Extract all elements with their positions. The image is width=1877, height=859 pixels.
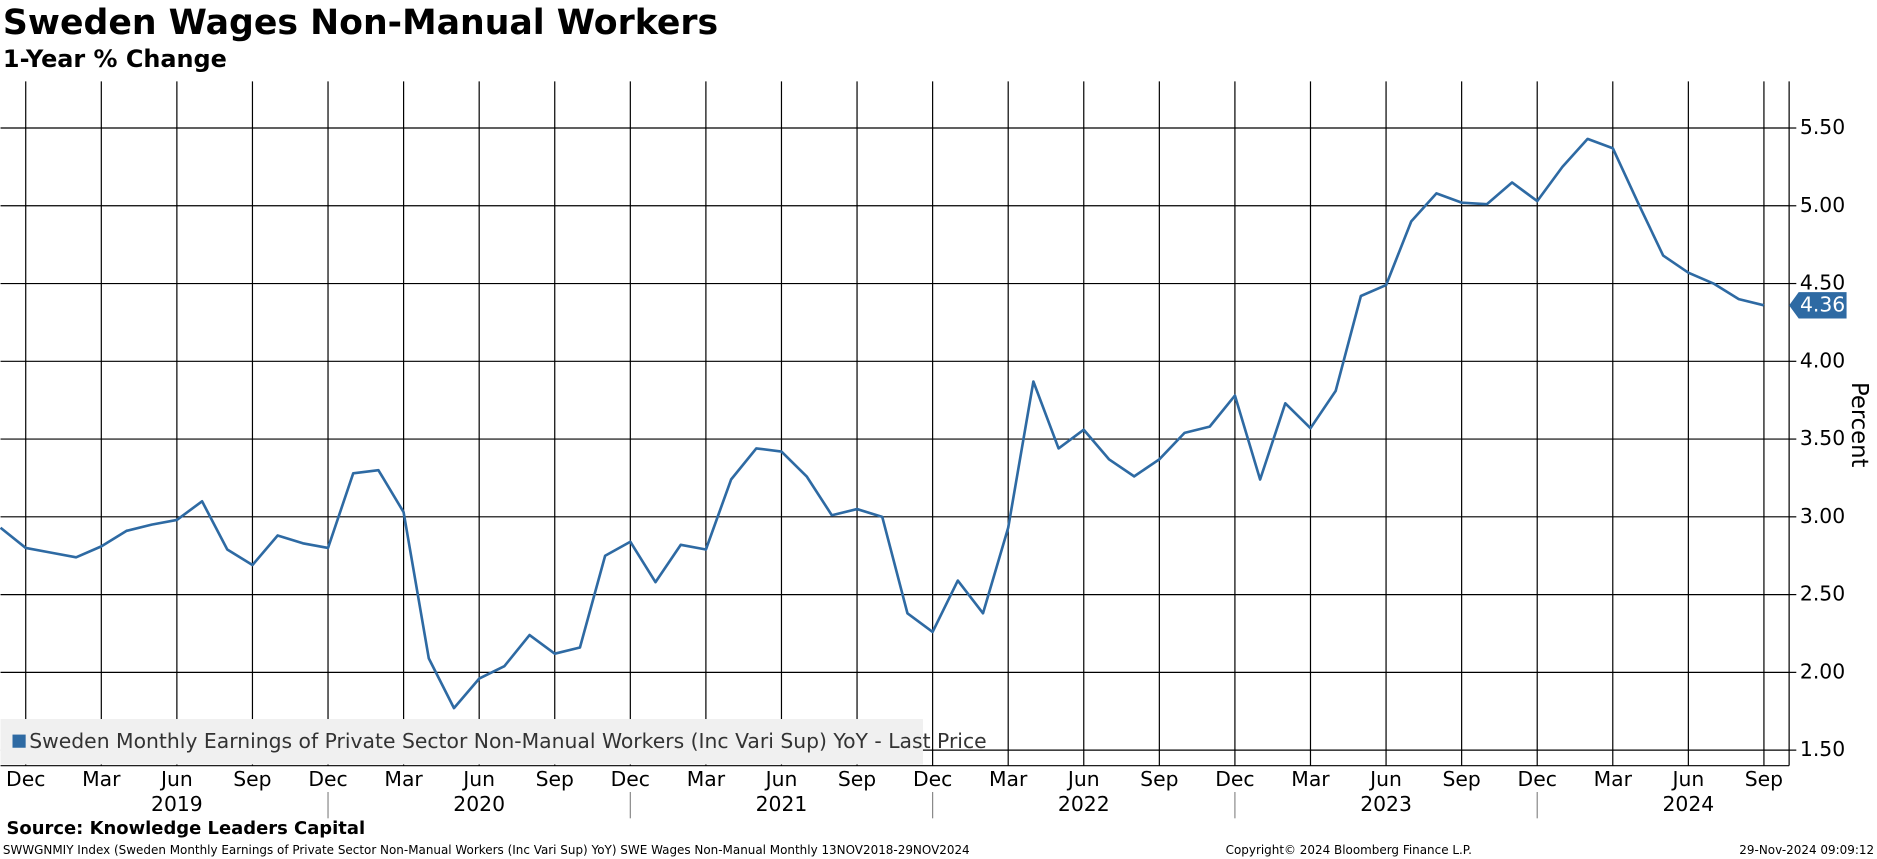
- last-value-label: 4.36: [1800, 292, 1845, 316]
- x-tick-label: Mar: [1594, 767, 1633, 791]
- legend: Sweden Monthly Earnings of Private Secto…: [0, 719, 987, 765]
- x-tick-label: Mar: [384, 767, 423, 791]
- y-tick-label: 2.50: [1800, 582, 1845, 606]
- x-tick-label: Mar: [82, 767, 121, 791]
- x-tick-label: Sep: [838, 767, 876, 791]
- year-label: 2019: [151, 792, 203, 816]
- y-tick-label: 3.50: [1800, 426, 1845, 450]
- x-tick-label: Sep: [1745, 767, 1783, 791]
- year-label: 2023: [1360, 792, 1412, 816]
- y-axis-label: Percent: [1846, 382, 1872, 468]
- x-tick-label: Sep: [233, 767, 271, 791]
- x-tick-label: Jun: [764, 767, 798, 791]
- y-tick-label: 3.00: [1800, 504, 1845, 528]
- plot-area: [0, 81, 1790, 766]
- chart-title: Sweden Wages Non-Manual Workers: [3, 3, 718, 43]
- x-tick-label: Sep: [1140, 767, 1178, 791]
- line-series: [0, 137, 1765, 710]
- x-tick-label: Mar: [1291, 767, 1330, 791]
- x-tick-label: Dec: [913, 767, 952, 791]
- y-tick-label: 4.50: [1800, 271, 1845, 295]
- x-tick-label: Dec: [6, 767, 45, 791]
- y-tick-label: 5.50: [1800, 115, 1845, 139]
- year-label: 2024: [1662, 792, 1714, 816]
- legend-label: Sweden Monthly Earnings of Private Secto…: [29, 729, 986, 753]
- footnote: SWWGNMIY Index (Sweden Monthly Earnings …: [3, 843, 970, 857]
- y-tick-label: 2.00: [1800, 659, 1845, 683]
- x-tick-label: Jun: [1670, 767, 1704, 791]
- x-tick-label: Sep: [536, 767, 574, 791]
- x-tick-label: Dec: [308, 767, 347, 791]
- y-tick-label: 4.00: [1800, 348, 1845, 372]
- timestamp: 29-Nov-2024 09:09:12: [1739, 843, 1874, 857]
- legend-swatch: [12, 734, 26, 748]
- x-tick-label: Mar: [989, 767, 1028, 791]
- year-label: 2021: [756, 792, 808, 816]
- copyright: Copyright© 2024 Bloomberg Finance L.P.: [1226, 843, 1472, 857]
- x-tick-label: Dec: [1518, 767, 1557, 791]
- x-tick-label: Dec: [611, 767, 650, 791]
- last-value-tag: [1789, 292, 1847, 319]
- y-tick-label: 1.50: [1800, 737, 1845, 761]
- x-tick-label: Dec: [1215, 767, 1254, 791]
- source: Source: Knowledge Leaders Capital: [7, 818, 366, 839]
- y-tick-label: 5.00: [1800, 193, 1845, 217]
- x-tick-label: Jun: [1368, 767, 1402, 791]
- x-tick-label: Jun: [1066, 767, 1100, 791]
- x-tick-label: Mar: [687, 767, 726, 791]
- legend-box: [0, 719, 923, 765]
- x-tick-label: Jun: [461, 767, 495, 791]
- x-tick-label: Sep: [1442, 767, 1480, 791]
- year-label: 2020: [453, 792, 505, 816]
- year-label: 2022: [1058, 792, 1110, 816]
- chart-subtitle: 1-Year % Change: [3, 45, 227, 73]
- x-tick-label: Jun: [159, 767, 193, 791]
